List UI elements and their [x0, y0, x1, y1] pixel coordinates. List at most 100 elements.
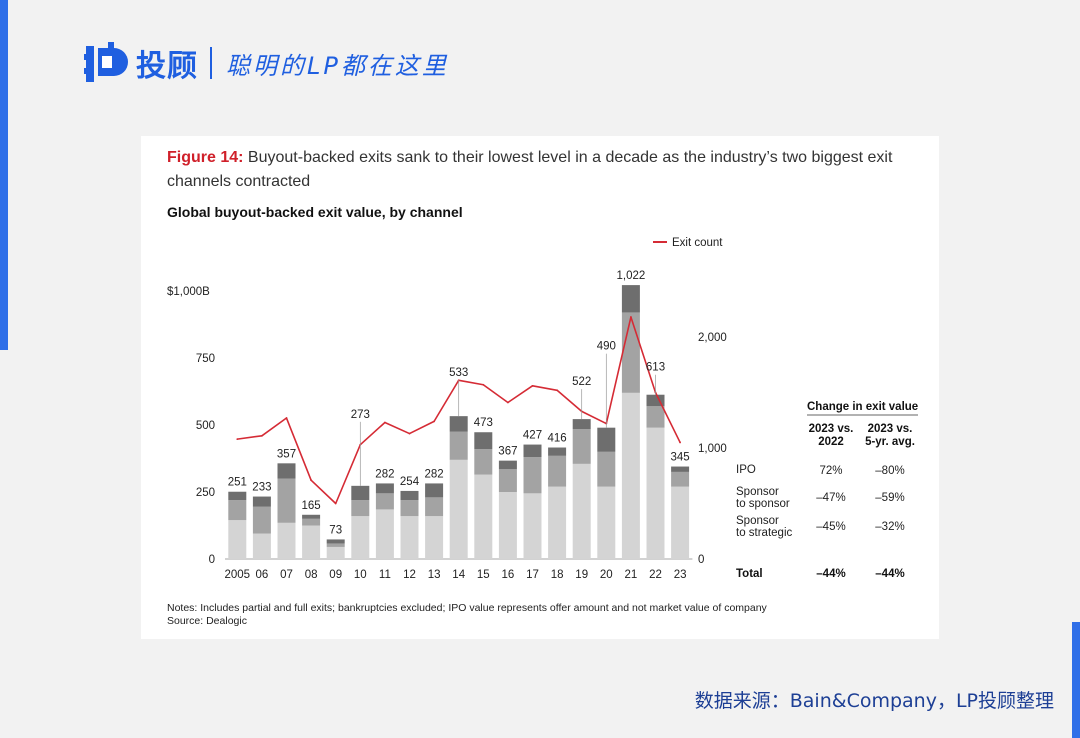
change-table-value: 72% [819, 465, 842, 477]
bar-segment-ipo [474, 432, 493, 450]
x-tick-label: 15 [477, 569, 490, 581]
chart-subtitle: Global buyout-backed exit value, by chan… [167, 204, 463, 220]
bar-segment-sponsor-to-strategic [523, 493, 542, 559]
bar-segment-sponsor-to-strategic [548, 486, 567, 559]
bar-total-label: 416 [548, 433, 567, 445]
change-table-row-label: to strategic [736, 527, 792, 539]
bar-segment-sponsor-to-strategic [425, 516, 444, 559]
bar-segment-ipo [351, 485, 370, 501]
bar-total-label: 254 [400, 476, 420, 488]
bar-segment-sponsor-to-sponsor [449, 431, 468, 460]
exit-count-point [531, 384, 534, 387]
bar-segment-ipo [572, 419, 591, 430]
figure-card: Figure 14: Buyout-backed exits sank to t… [141, 136, 939, 639]
x-tick-label: 19 [575, 569, 588, 581]
bar-segment-sponsor-to-sponsor [252, 506, 271, 534]
change-table-value: –32% [875, 521, 904, 533]
x-tick-label: 13 [428, 569, 441, 581]
y-left-tick-label: 250 [196, 487, 215, 499]
bar-segment-sponsor-to-sponsor [671, 471, 690, 487]
x-tick-label: 09 [329, 569, 342, 581]
bar-segment-sponsor-to-sponsor [498, 469, 517, 492]
x-tick-label: 06 [256, 569, 269, 581]
bar-total-label: 73 [329, 524, 342, 536]
bar-total-label: 165 [302, 500, 321, 512]
bar-segment-ipo [597, 427, 616, 452]
exit-count-point [679, 441, 681, 444]
change-table-total-value: –44% [875, 568, 904, 580]
bar-segment-sponsor-to-sponsor [523, 457, 542, 494]
bar-total-label: 522 [572, 376, 591, 388]
y-right-tick-label: 0 [698, 554, 704, 566]
x-tick-label: 08 [305, 569, 318, 581]
brand-slogan: 聪明的LP都在这里 [226, 51, 449, 80]
brand-header: 投顾 聪明的LP都在这里 [84, 38, 449, 88]
bar-segment-sponsor-to-sponsor [326, 543, 345, 547]
legend-label-exit-count: Exit count [672, 237, 723, 249]
bar-segment-ipo [326, 539, 345, 544]
figure-title: Figure 14: Buyout-backed exits sank to t… [167, 146, 927, 194]
bar-total-label: 473 [474, 417, 493, 429]
x-tick-label: 10 [354, 569, 367, 581]
exit-count-point [261, 434, 263, 437]
bar-total-label: 233 [252, 482, 271, 494]
exit-count-point [310, 479, 312, 482]
bar-segment-ipo [498, 460, 517, 470]
x-tick-label: 22 [649, 569, 662, 581]
bar-segment-sponsor-to-sponsor [474, 449, 493, 475]
change-table-value: –59% [875, 492, 904, 504]
change-table-header: 2023 vs. [809, 423, 854, 435]
bar-segment-sponsor-to-sponsor [646, 406, 665, 428]
bar-segment-ipo [400, 490, 419, 501]
exit-count-point [630, 316, 632, 318]
bar-segment-sponsor-to-strategic [474, 474, 493, 559]
bar-segment-sponsor-to-strategic [277, 522, 296, 559]
bar-total-label: 345 [671, 452, 690, 464]
bar-segment-sponsor-to-sponsor [228, 500, 247, 521]
bar-segment-ipo [523, 444, 542, 458]
exit-count-point [408, 432, 411, 435]
bar-total-label: 1,022 [617, 270, 646, 282]
change-table-total-value: –44% [816, 568, 845, 580]
change-table-header: 5-yr. avg. [865, 436, 915, 448]
x-tick-label: 12 [403, 569, 416, 581]
bar-segment-sponsor-to-sponsor [351, 500, 370, 517]
bar-segment-sponsor-to-strategic [621, 392, 640, 559]
data-source-line: 数据来源：Bain&Company，LP投顾整理 [694, 690, 1054, 712]
x-tick-label: 20 [600, 569, 613, 581]
figure-notes: Notes: Includes partial and full exits; … [167, 602, 767, 628]
brand-divider [210, 47, 212, 79]
change-table-header: 2022 [818, 436, 844, 448]
exit-count-point [236, 438, 239, 441]
x-tick-label: 14 [452, 569, 465, 581]
x-tick-label: 16 [502, 569, 515, 581]
bar-segment-ipo [646, 394, 665, 407]
bar-segment-sponsor-to-sponsor [375, 493, 394, 510]
notes-text: Notes: Includes partial and full exits; … [167, 602, 767, 614]
exit-count-point [507, 401, 509, 404]
bar-segment-sponsor-to-strategic [646, 427, 665, 559]
right-accent-bar [1072, 622, 1080, 738]
bar-segment-sponsor-to-sponsor [277, 478, 296, 523]
bar-segment-ipo [671, 466, 690, 472]
bar-total-label: 251 [228, 477, 247, 489]
exit-count-point [334, 502, 337, 505]
bar-total-label: 533 [449, 367, 468, 379]
exit-value-chart: 0 250 500 750 $1,000B 0 1,000 2,000 2005 06 07 08 09… [167, 237, 918, 581]
change-table-total-label: Total [736, 568, 763, 580]
bar-segment-sponsor-to-sponsor [548, 455, 567, 487]
bar-segment-ipo [277, 463, 296, 479]
change-table-row-label: Sponsor [736, 486, 779, 498]
exit-count-point [482, 383, 485, 386]
bar-segment-sponsor-to-strategic [400, 516, 419, 559]
x-tick-label: 2005 [225, 569, 251, 581]
y-left-tick-label: 0 [209, 554, 215, 566]
exit-count-point [384, 421, 386, 424]
y-left-tick-label: 500 [196, 420, 215, 432]
bar-segment-ipo [302, 514, 321, 519]
brand-logo-icon [84, 42, 128, 82]
bar-segment-ipo [621, 285, 640, 313]
bar-segment-sponsor-to-strategic [375, 509, 394, 559]
left-accent-bar [0, 0, 8, 350]
x-tick-label: 07 [280, 569, 293, 581]
